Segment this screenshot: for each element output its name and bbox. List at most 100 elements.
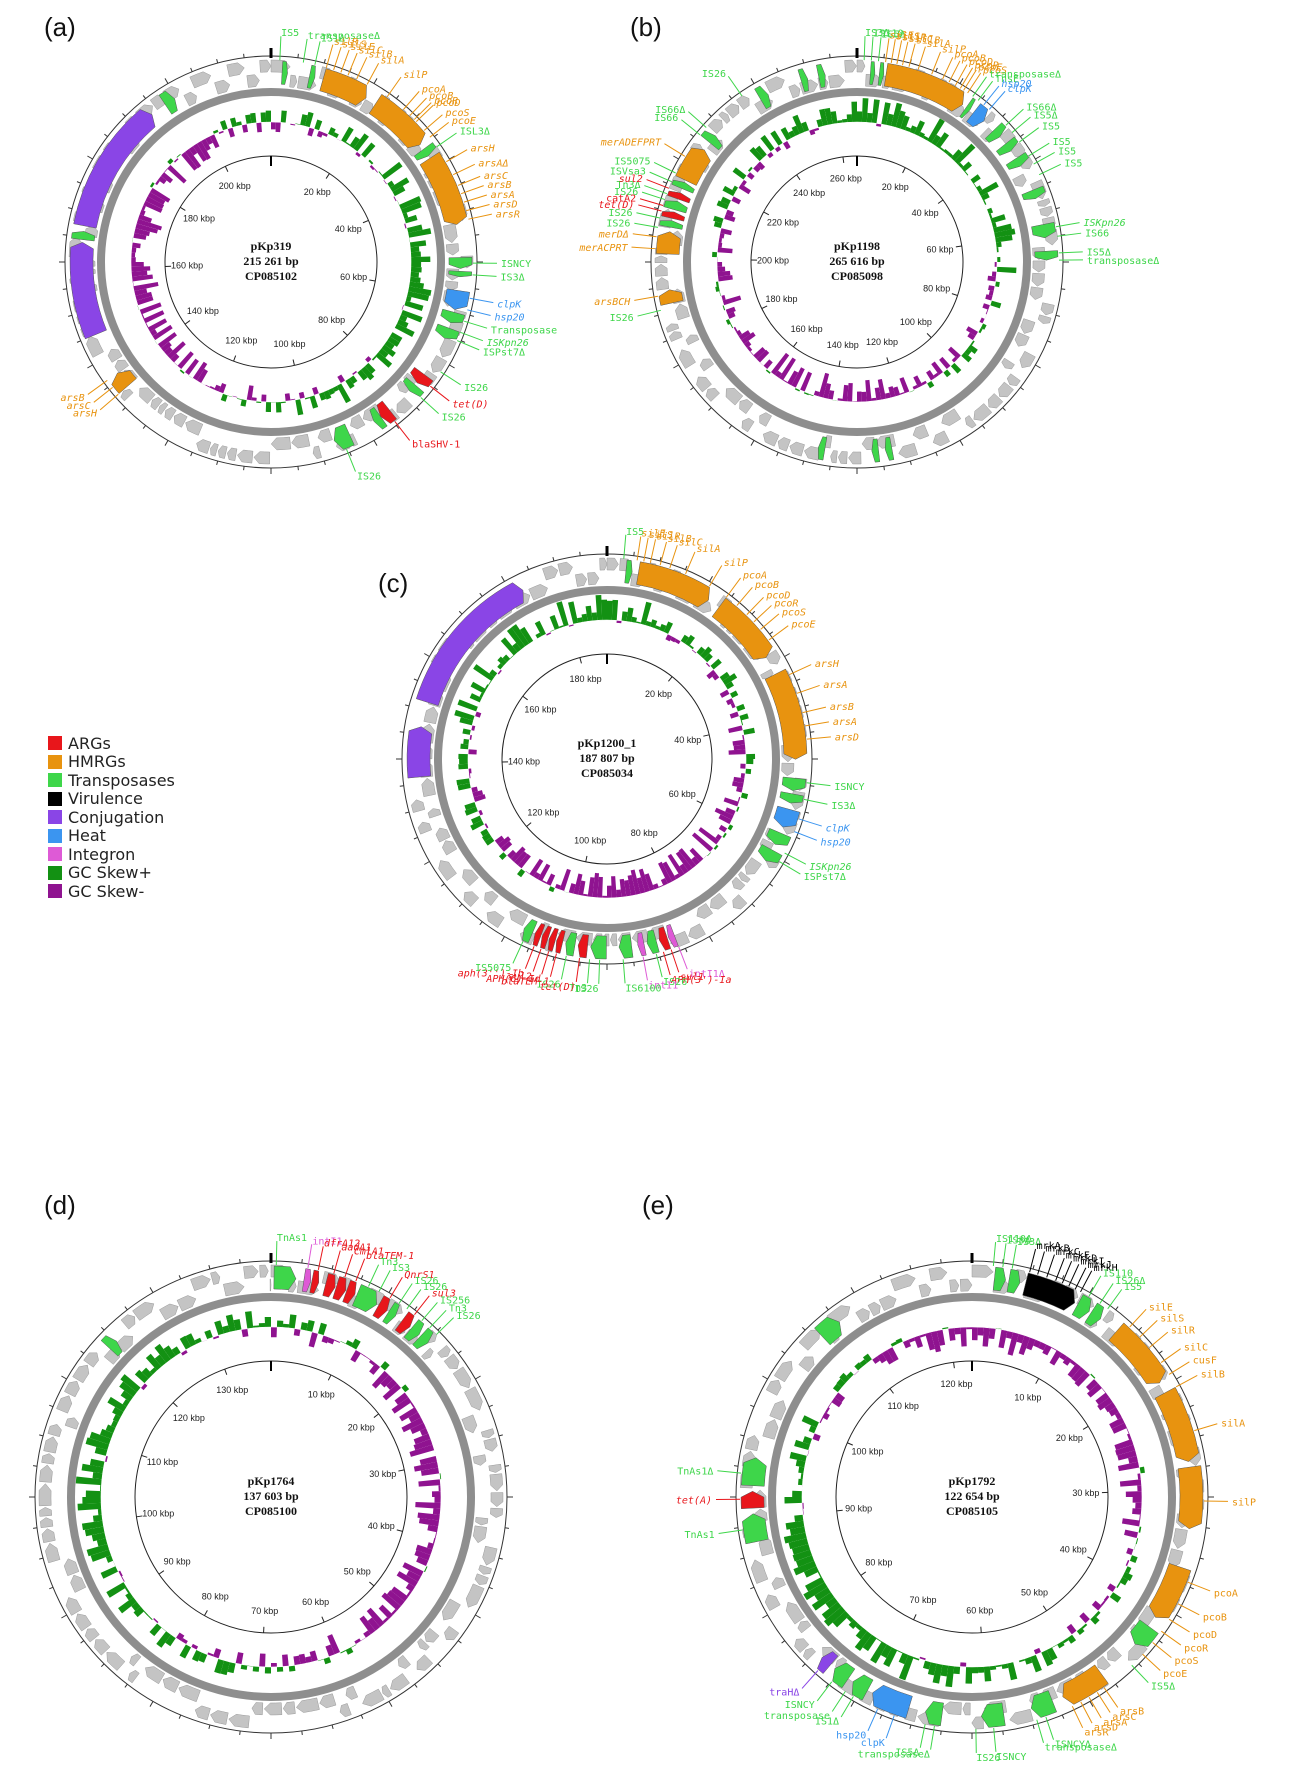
- gc-skew-bar: [282, 1323, 290, 1328]
- gc-skew-bar: [940, 1664, 949, 1677]
- gc-skew-bar: [780, 127, 792, 141]
- feature-arrow: [1071, 1294, 1092, 1320]
- cds-arrow: [486, 911, 505, 929]
- gc-skew-bar: [131, 262, 144, 267]
- gc-skew-bar: [831, 1397, 843, 1408]
- gc-skew-bar: [222, 1325, 230, 1334]
- gc-skew-bar: [141, 205, 146, 211]
- gc-skew-bar: [96, 1538, 108, 1547]
- gc-skew-bar: [979, 317, 985, 324]
- feature-arrow: [435, 323, 460, 340]
- label-leader: [917, 46, 926, 70]
- legend-label: Virulence: [68, 789, 143, 809]
- outer-tick: [396, 95, 400, 99]
- cds-arrow: [462, 869, 479, 887]
- label-leader: [468, 213, 492, 220]
- gc-skew-bar: [386, 1590, 405, 1607]
- gc-skew-bar: [417, 1512, 441, 1521]
- cds-arrow: [606, 557, 619, 571]
- gene-label: silP: [942, 44, 966, 55]
- gc-skew-bar: [131, 274, 153, 282]
- outer-tick: [1055, 207, 1060, 210]
- legend-swatch-heat: [48, 828, 62, 843]
- cds-arrow: [282, 1701, 296, 1715]
- feature-arrow: [851, 1674, 874, 1701]
- gc-skew-bar: [160, 341, 172, 352]
- gene-label: IS5Δ: [1087, 248, 1111, 259]
- outer-tick: [731, 921, 735, 926]
- outer-tick: [1055, 314, 1060, 317]
- gc-skew-bar: [166, 164, 187, 184]
- tick-label: 80 kbp: [923, 284, 950, 294]
- gc-skew-bar: [498, 852, 508, 861]
- gc-skew-bar: [167, 158, 174, 165]
- outer-tick: [733, 1465, 739, 1467]
- cds-arrow: [478, 1564, 492, 1575]
- plasmid-accession: CP085034: [581, 766, 633, 780]
- gc-skew-bar: [919, 1656, 926, 1661]
- outer-tick: [829, 53, 831, 58]
- gc-skew-bar: [663, 621, 674, 635]
- feature-arrow: [814, 1316, 842, 1346]
- gc-skew-bar: [948, 1327, 956, 1341]
- label-leader: [919, 1724, 926, 1748]
- gene-label: IS26: [537, 979, 561, 990]
- outer-tick: [1199, 1557, 1204, 1560]
- cds-arrow: [417, 1638, 430, 1651]
- gc-skew-bar: [149, 329, 158, 337]
- cds-arrow: [678, 349, 696, 369]
- skew-baseline: [716, 121, 998, 403]
- tick-label: 130 kbp: [216, 1385, 248, 1395]
- tick-label: 40 kbp: [1060, 1544, 1087, 1554]
- outer-tick: [750, 1586, 755, 1590]
- outer-tick: [216, 59, 219, 64]
- gc-skew-bar: [327, 1337, 335, 1345]
- label-leader: [642, 956, 648, 981]
- gc-skew-bar: [141, 1367, 153, 1379]
- gc-skew-bar: [872, 1356, 881, 1364]
- cds-arrow: [120, 388, 134, 402]
- gene-label: clpK: [497, 299, 522, 310]
- legend: ARGs HMRGs Transposases Virulence Conjug…: [48, 734, 175, 901]
- gc-skew-bar: [895, 110, 906, 129]
- cds-arrow: [771, 1577, 786, 1591]
- gene-label: IS66: [1085, 229, 1109, 240]
- gc-skew-bar: [131, 242, 141, 249]
- gc-skew-bar: [998, 1329, 1008, 1349]
- tick-label: 180 kbp: [766, 294, 798, 304]
- gc-skew-bar: [973, 183, 977, 188]
- outer-tick: [690, 387, 694, 391]
- gc-skew-bar: [163, 1345, 176, 1360]
- cds-arrow: [159, 1303, 179, 1321]
- gene-label: pcoR: [1184, 1643, 1209, 1654]
- outer-tick: [243, 466, 245, 471]
- label-leader: [414, 1295, 430, 1315]
- label-leader: [575, 958, 581, 982]
- gc-skew-bar: [507, 849, 517, 859]
- inner-tick: [886, 357, 890, 364]
- gc-skew-bar: [410, 266, 422, 273]
- outer-tick: [883, 53, 885, 58]
- gc-skew-bar: [350, 1349, 362, 1363]
- cds-arrow: [145, 1666, 166, 1685]
- gc-skew-bar: [387, 336, 400, 347]
- gc-skew-bar: [143, 200, 163, 213]
- gc-skew-bar: [480, 828, 490, 837]
- label-leader: [631, 246, 656, 250]
- outer-tick: [449, 364, 455, 369]
- gc-skew-bar: [964, 171, 969, 176]
- inner-tick: [951, 293, 958, 296]
- outer-tick: [633, 962, 635, 967]
- gc-skew-bar: [747, 166, 753, 173]
- gc-skew-bar: [688, 644, 694, 650]
- gc-skew-bar: [317, 1322, 328, 1336]
- label-leader: [639, 198, 664, 206]
- gc-skew-bar: [674, 873, 681, 880]
- cds-arrow: [785, 1601, 805, 1625]
- gene-label: pcoE: [451, 116, 476, 127]
- gc-skew-bar: [135, 223, 158, 234]
- gc-skew-bar: [171, 1346, 181, 1357]
- gc-skew-bar: [1074, 1370, 1091, 1387]
- gc-skew-bar: [227, 1661, 236, 1674]
